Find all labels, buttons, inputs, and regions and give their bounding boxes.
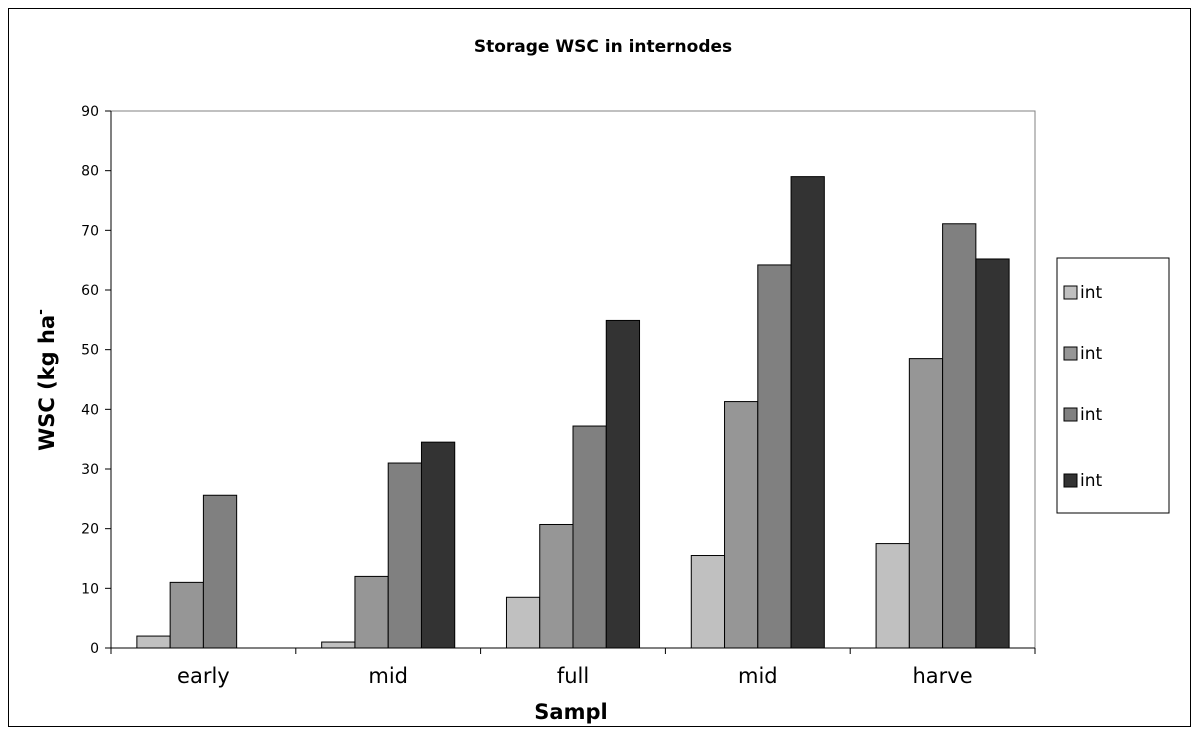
bar xyxy=(724,401,759,649)
bar xyxy=(790,176,825,649)
legend-label: int xyxy=(1080,405,1102,425)
y-tick-label: 80 xyxy=(81,164,99,180)
legend-swatch xyxy=(1063,473,1078,488)
x-axis: early mid full mid harve xyxy=(110,647,1036,688)
bar xyxy=(875,543,910,649)
legend: int int int int xyxy=(1056,257,1170,514)
y-tick-label: 10 xyxy=(81,581,99,597)
bar xyxy=(605,319,641,649)
bar xyxy=(690,555,726,649)
bars xyxy=(136,176,1010,649)
y-tick-label: 30 xyxy=(81,462,99,478)
legend-swatch xyxy=(1063,407,1078,422)
y-axis-label-suffix: - xyxy=(33,309,49,315)
legend-label: int xyxy=(1080,283,1102,303)
y-axis-label-text: WSC (kg ha xyxy=(35,315,59,451)
bar xyxy=(420,441,456,649)
bar xyxy=(975,258,1010,649)
bar xyxy=(908,358,944,649)
legend-swatch xyxy=(1063,285,1078,300)
chart-title: Storage WSC in internodes xyxy=(474,37,732,57)
y-tick-label: 0 xyxy=(90,641,99,657)
bar xyxy=(169,581,204,649)
x-tick-label: harve xyxy=(913,664,973,688)
x-axis-label: Sampl xyxy=(534,700,607,724)
x-tick-label: early xyxy=(177,664,230,688)
bar xyxy=(387,462,422,649)
bar xyxy=(354,575,389,649)
y-tick-label: 50 xyxy=(81,343,99,359)
y-tick-label: 90 xyxy=(81,104,99,120)
bar xyxy=(202,494,238,649)
bar xyxy=(942,223,977,649)
bar xyxy=(539,523,574,649)
bar xyxy=(321,641,356,649)
y-axis: 0 10 20 30 40 50 60 70 80 90 xyxy=(81,104,112,657)
y-tick-label: 20 xyxy=(81,522,99,538)
legend-box xyxy=(1056,257,1170,514)
legend-label: int xyxy=(1080,344,1102,364)
x-tick-label: mid xyxy=(368,664,408,688)
legend-swatch xyxy=(1063,346,1078,361)
x-tick-label: mid xyxy=(738,664,778,688)
x-tick-label: full xyxy=(557,664,589,688)
y-tick-label: 60 xyxy=(81,283,99,299)
y-tick-label: 40 xyxy=(81,402,99,418)
bar xyxy=(136,635,171,649)
bar xyxy=(757,264,792,649)
y-axis-label: WSC (kg ha- xyxy=(33,309,59,451)
legend-label: int xyxy=(1080,471,1102,491)
y-tick-label: 70 xyxy=(81,223,99,239)
bar xyxy=(505,596,541,649)
bar xyxy=(572,425,607,649)
